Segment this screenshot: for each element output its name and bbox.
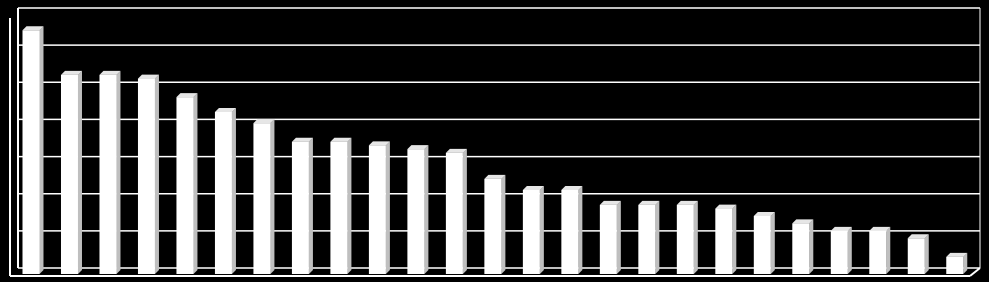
bar-top <box>638 200 660 205</box>
bar <box>869 230 887 274</box>
bar-side <box>385 141 390 274</box>
bar-side <box>578 186 583 274</box>
bar-top <box>99 70 121 75</box>
bar-side <box>539 186 544 274</box>
bar <box>368 145 386 274</box>
bar-side <box>77 70 82 274</box>
bar <box>253 123 271 275</box>
bar-side <box>847 226 852 274</box>
bar <box>561 190 579 274</box>
bar-side <box>308 137 313 274</box>
bar-side <box>270 119 275 275</box>
bar-top <box>407 145 429 150</box>
bar-top <box>484 174 506 179</box>
bar-top <box>676 200 698 205</box>
bar <box>137 78 155 274</box>
bar-side <box>424 145 429 274</box>
bar <box>753 216 771 274</box>
bar <box>22 30 40 274</box>
bar-side <box>732 204 737 274</box>
bar-side <box>616 200 621 274</box>
bar-side <box>347 137 352 274</box>
bar-top <box>561 186 583 190</box>
bar-side <box>154 74 159 274</box>
floor-edge <box>969 267 981 277</box>
bar-side <box>770 212 775 274</box>
bar-top <box>792 219 814 224</box>
bar-top <box>330 137 352 142</box>
bar-top <box>869 226 891 231</box>
bar <box>176 97 194 275</box>
bar-top <box>907 234 929 239</box>
bar <box>60 74 78 274</box>
bar-side <box>231 108 236 274</box>
bar-top <box>176 93 198 98</box>
bar-top <box>214 108 236 112</box>
bar-side <box>924 234 929 274</box>
bar <box>484 178 502 274</box>
bar-top <box>137 74 159 79</box>
bar-top <box>253 119 275 124</box>
bar-side <box>462 148 467 274</box>
bar <box>946 256 964 274</box>
bar-side <box>693 200 698 274</box>
bar-top <box>60 70 82 75</box>
bar-side <box>501 174 506 274</box>
bar <box>792 223 810 274</box>
bar-side <box>886 226 891 274</box>
bar-top <box>946 252 968 257</box>
bar-top <box>522 186 544 190</box>
bar-top <box>445 148 467 153</box>
bar-top <box>368 141 390 146</box>
bar-top <box>715 204 737 209</box>
bar <box>907 238 925 274</box>
bar <box>407 149 425 274</box>
bar-side <box>809 219 814 274</box>
bar <box>676 204 694 274</box>
bar <box>715 208 733 274</box>
bar-side <box>963 252 968 274</box>
bar-top <box>599 200 621 205</box>
bar-top <box>291 137 313 142</box>
bar <box>330 141 348 274</box>
bar-side <box>655 200 660 274</box>
bar <box>522 190 540 274</box>
bar <box>445 152 463 274</box>
bar <box>599 204 617 274</box>
bar-top <box>753 212 775 216</box>
bar-top <box>22 26 44 31</box>
bar <box>638 204 656 274</box>
bar-side <box>39 26 44 274</box>
bar-side <box>193 93 198 275</box>
bar <box>291 141 309 274</box>
bar <box>830 230 848 274</box>
bar <box>99 74 117 274</box>
bar <box>214 112 232 274</box>
bar-side <box>116 70 121 274</box>
bar-top <box>830 226 852 231</box>
